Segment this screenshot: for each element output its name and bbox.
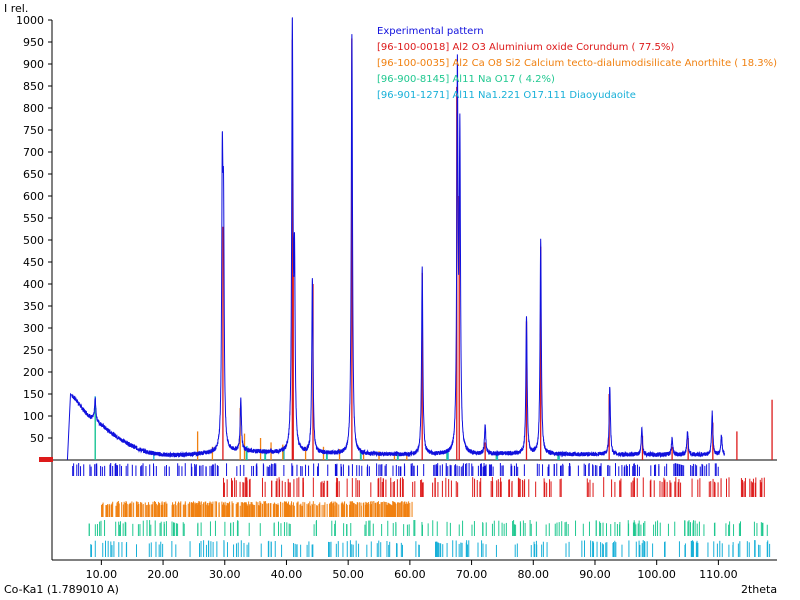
y-tick-label: 600 (23, 190, 44, 203)
reflection-row (88, 520, 768, 536)
reflection-row (101, 501, 413, 517)
y-tick-label: 800 (23, 102, 44, 115)
x-tick-label: 50.00 (332, 568, 364, 581)
x-tick-label: 70.00 (456, 568, 488, 581)
x-tick-label: 20.00 (147, 568, 179, 581)
x-axis-ticks: 10.00 20.00 30.00 40.00 50.00 60.00 70.00 80.00… (86, 560, 738, 581)
experimental-pattern-line (66, 17, 726, 460)
x-axis-label: 2theta (741, 583, 777, 596)
x-tick-label: 60.00 (394, 568, 426, 581)
legend: Experimental pattern [96-100-0018] Al2 O3… (377, 26, 777, 101)
y-axis-label: I rel. (4, 2, 28, 15)
y-tick-label: 150 (23, 388, 44, 401)
y-tick-label: 50 (30, 432, 44, 445)
x-tick-label: 30.00 (209, 568, 241, 581)
zero-marker (39, 457, 53, 462)
x-tick-label: 80.00 (518, 568, 550, 581)
y-tick-label: 1000 (16, 14, 44, 27)
y-tick-label: 400 (23, 278, 44, 291)
experimental-series (66, 17, 726, 460)
y-tick-label: 900 (23, 58, 44, 71)
y-tick-label: 250 (23, 344, 44, 357)
x-tick-label: 90.00 (579, 568, 611, 581)
reflection-row (222, 477, 765, 497)
radiation-label: Co-Ka1 (1.789010 A) (4, 583, 119, 596)
x-tick-label: 40.00 (271, 568, 303, 581)
y-tick-label: 300 (23, 322, 44, 335)
y-tick-label: 650 (23, 168, 44, 181)
y-tick-label: 700 (23, 146, 44, 159)
y-tick-label: 750 (23, 124, 44, 137)
legend-entry: [96-100-0035] Al2 Ca O8 Si2 Calcium tect… (377, 58, 777, 69)
y-tick-label: 350 (23, 300, 44, 313)
legend-entry: [96-901-1271] Al11 Na1.221 O17.111 Diaoy… (377, 90, 636, 101)
y-tick-label: 850 (23, 80, 44, 93)
plot-frame (39, 20, 777, 561)
y-tick-label: 100 (23, 410, 44, 423)
x-tick-label: 10.00 (86, 568, 118, 581)
reflection-row (72, 463, 719, 476)
legend-entry: Experimental pattern (377, 26, 484, 37)
y-tick-label: 550 (23, 212, 44, 225)
y-axis-ticks: 1000 950 900 850 800 750 700 650 600 550 500 450 400… (16, 14, 52, 445)
legend-entry: [96-900-8145] Al11 Na O17 ( 4.2%) (377, 74, 555, 85)
x-tick-label: 100.00 (637, 568, 676, 581)
y-tick-label: 500 (23, 234, 44, 247)
reflection-row (90, 540, 771, 557)
legend-entry: [96-100-0018] Al2 O3 Aluminium oxide Cor… (377, 42, 674, 53)
y-tick-label: 950 (23, 36, 44, 49)
x-tick-label: 110.00 (699, 568, 738, 581)
y-tick-label: 200 (23, 366, 44, 379)
y-tick-label: 450 (23, 256, 44, 269)
reflection-rows (72, 463, 771, 557)
